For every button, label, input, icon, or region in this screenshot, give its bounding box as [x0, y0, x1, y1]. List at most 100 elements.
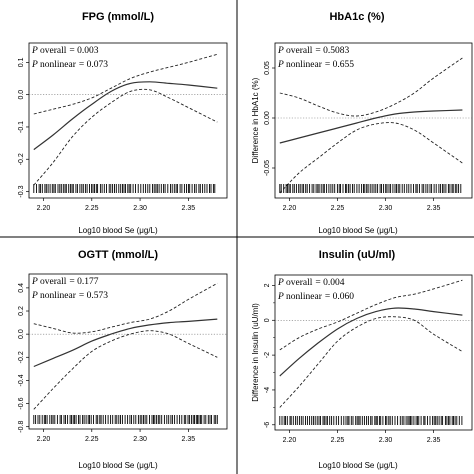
- stat-nonlinear-value: = 0.573: [79, 291, 108, 301]
- y-tick-label: -4: [264, 387, 271, 393]
- stat-nonlinear-value: = 0.655: [325, 60, 354, 70]
- series-estimate: [279, 109, 463, 144]
- x-tick-label: 2.30: [379, 437, 393, 444]
- stat-p-symbol: P: [277, 60, 286, 70]
- x-tick-label: 2.30: [133, 436, 147, 443]
- y-tick-label: -0.6: [18, 397, 25, 409]
- rug-plot: [33, 184, 216, 193]
- x-tick-label: 2.25: [331, 205, 345, 212]
- series-upper-ci: [33, 53, 218, 115]
- stat-overall-value: = 0.004: [315, 278, 344, 288]
- series-estimate: [279, 307, 463, 377]
- y-tick-label: 0.0: [18, 90, 25, 100]
- y-tick-label: 0.4: [18, 283, 25, 293]
- series-estimate: [33, 81, 218, 151]
- y-tick-label: -0.2: [18, 153, 25, 165]
- stat-nonlinear-value: = 0.060: [325, 292, 354, 302]
- panel-2: HbA1c (%) -0.05 0.00 0.05 2.20 2.25 2.30 2.35 Lo…: [251, 11, 473, 235]
- stat-p-symbol: P: [31, 291, 40, 301]
- y-tick-label: -0.05: [264, 160, 271, 176]
- y-tick-label: 0: [264, 318, 271, 322]
- stat-overall-label: overall: [286, 46, 313, 56]
- y-tick-label: -0.3: [18, 185, 25, 197]
- stat-nonlinear: P nonlinear = 0.060: [277, 292, 354, 302]
- plot-frame: [28, 42, 228, 199]
- stat-overall-value: = 0.5083: [315, 46, 349, 56]
- stat-overall: P overall = 0.003: [31, 46, 99, 56]
- stat-overall-value: = 0.003: [69, 46, 98, 56]
- y-axis-label: Difference in Insulin (uU/ml): [251, 303, 260, 402]
- x-tick-label: 2.20: [283, 437, 297, 444]
- panel-3: OGTT (mmol/L) -0.8 -0.6 -0.4 -0.2 0.0 0.2 0.4 2.…: [18, 249, 228, 470]
- series-upper-ci: [279, 279, 463, 351]
- panel-title: OGTT (mmol/L): [78, 249, 158, 261]
- stat-overall: P overall = 0.004: [277, 278, 345, 288]
- series-estimate: [33, 318, 218, 368]
- stat-nonlinear-label: nonlinear: [40, 60, 77, 70]
- stat-nonlinear: P nonlinear = 0.655: [277, 60, 354, 70]
- x-axis-label: Log10 blood Se (μg/L): [318, 461, 398, 470]
- x-axis-label: Log10 blood Se (μg/L): [78, 461, 158, 470]
- y-tick-label: -6: [264, 422, 271, 428]
- rug-plot: [33, 415, 218, 424]
- y-tick-label: -0.4: [18, 374, 25, 386]
- y-tick-label: -2: [264, 352, 271, 358]
- stat-overall-label: overall: [40, 46, 67, 56]
- x-tick-label: 2.30: [379, 205, 393, 212]
- rug-plot: [279, 184, 462, 193]
- y-tick-label: -0.2: [18, 351, 25, 363]
- stat-p-symbol: P: [31, 46, 40, 56]
- stat-p-symbol: P: [277, 278, 286, 288]
- panel-1: FPG (mmol/L) -0.3 -0.2 -0.1 0.0 0.1 2.20 2.25 2.…: [18, 11, 228, 235]
- x-tick-label: 2.25: [331, 437, 345, 444]
- x-tick-label: 2.35: [182, 205, 196, 212]
- plot-frame: [28, 273, 228, 430]
- stat-overall-value: = 0.177: [69, 277, 98, 287]
- y-tick-label: 2: [264, 283, 271, 287]
- stat-nonlinear-label: nonlinear: [286, 292, 323, 302]
- series-lower-ci: [33, 88, 218, 186]
- x-tick-label: 2.20: [37, 205, 51, 212]
- x-tick-label: 2.30: [133, 205, 147, 212]
- series-lower-ci: [279, 316, 463, 408]
- panel-4: Insulin (uU/ml) -6 -4 -2 0 2 2.20 2.25 2.30 2.35 L…: [251, 249, 473, 470]
- y-tick-label: 0.2: [18, 306, 25, 316]
- x-tick-label: 2.35: [182, 436, 196, 443]
- rug-plot: [279, 416, 463, 425]
- y-axis-label: Difference in HbA1c (%): [251, 77, 260, 163]
- y-tick-label: -0.1: [18, 121, 25, 133]
- stat-p-symbol: P: [31, 277, 40, 287]
- y-tick-label: -0.8: [18, 421, 25, 433]
- stat-nonlinear-label: nonlinear: [40, 291, 77, 301]
- y-tick-label: 0.05: [264, 61, 271, 75]
- panel-title: FPG (mmol/L): [82, 11, 154, 23]
- x-tick-label: 2.25: [85, 205, 99, 212]
- stat-nonlinear: P nonlinear = 0.573: [31, 291, 108, 301]
- x-tick-label: 2.35: [427, 205, 441, 212]
- x-axis-label: Log10 blood Se (μg/L): [318, 226, 398, 235]
- stat-overall-label: overall: [40, 277, 67, 287]
- stat-nonlinear-label: nonlinear: [286, 60, 323, 70]
- stat-overall: P overall = 0.177: [31, 277, 99, 287]
- stat-p-symbol: P: [277, 292, 286, 302]
- stat-p-symbol: P: [277, 46, 286, 56]
- x-tick-label: 2.20: [283, 205, 297, 212]
- series-upper-ci: [279, 57, 463, 117]
- x-tick-label: 2.20: [37, 436, 51, 443]
- x-axis-label: Log10 blood Se (μg/L): [78, 226, 158, 235]
- y-tick-label: 0.0: [18, 329, 25, 339]
- x-tick-label: 2.35: [427, 437, 441, 444]
- stat-nonlinear-value: = 0.073: [79, 60, 108, 70]
- plot-frame: [274, 42, 473, 199]
- series-lower-ci: [279, 122, 463, 194]
- plot-frame: [274, 274, 473, 431]
- series-lower-ci: [33, 330, 218, 410]
- panel-title: HbA1c (%): [329, 11, 384, 23]
- y-tick-label: 0.00: [264, 111, 271, 125]
- x-tick-label: 2.25: [85, 436, 99, 443]
- stat-nonlinear: P nonlinear = 0.073: [31, 60, 108, 70]
- stat-p-symbol: P: [31, 60, 40, 70]
- y-tick-label: 0.1: [18, 57, 25, 67]
- stat-overall-label: overall: [286, 278, 313, 288]
